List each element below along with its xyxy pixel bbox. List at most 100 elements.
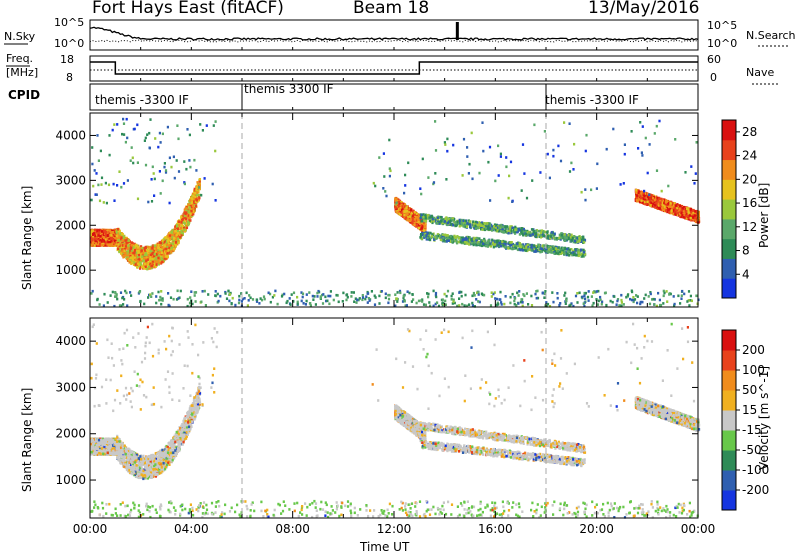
heatmap-cell: [182, 219, 186, 223]
heatmap-cell: [96, 233, 99, 237]
heatmap-cell: [147, 261, 150, 265]
heatmap-cell: [151, 248, 154, 251]
heatmap-cell: [134, 254, 137, 257]
heatmap-cell: [183, 214, 186, 218]
heatmap-cell: [139, 253, 142, 257]
heatmap-cell: [198, 187, 201, 191]
heatmap-cell: [126, 259, 130, 262]
heatmap-cell: [192, 197, 195, 201]
heatmap-cell: [177, 237, 180, 241]
heatmap-cell: [171, 236, 174, 239]
heatmap-cell: [160, 254, 163, 258]
heatmap-cell: [128, 258, 132, 262]
heatmap-cell: [198, 196, 201, 200]
heatmap-cell: [146, 263, 149, 266]
heatmap-cell: [161, 245, 164, 249]
freq-label: Freq.: [6, 52, 34, 65]
heatmap-cell: [141, 246, 144, 250]
heatmap-cell: [174, 241, 177, 244]
heatmap-cell: [174, 244, 177, 247]
heatmap-cell: [91, 242, 95, 246]
heatmap-cell: [577, 254, 580, 258]
heatmap-cell: [137, 264, 140, 268]
heatmap-cell: [151, 255, 154, 258]
heatmap-cell: [409, 219, 412, 222]
heatmap-cell: [168, 242, 171, 246]
heatmap-cell: [130, 249, 133, 252]
heatmap-cell: [147, 265, 150, 268]
heatmap-cell: [186, 214, 189, 217]
heatmap-cell: [574, 253, 578, 257]
heatmap-cell: [94, 234, 97, 238]
heatmap-cell: [121, 244, 125, 247]
heatmap-cell: [161, 239, 164, 242]
heatmap-cell: [147, 256, 150, 259]
heatmap-cell: [198, 178, 201, 181]
heatmap-cell: [126, 241, 129, 244]
heatmap-cell: [122, 235, 126, 238]
heatmap-cell: [192, 210, 195, 213]
station-title: Fort Hays East (fitACF): [92, 0, 284, 18]
heatmap-cell: [136, 260, 139, 263]
heatmap-cell: [159, 246, 163, 249]
heatmap-cell: [134, 263, 137, 266]
heatmap-cell: [411, 221, 414, 225]
heatmap-cell: [196, 184, 199, 187]
heatmap-cell: [157, 246, 160, 249]
heatmap-cell: [174, 225, 177, 228]
heatmap-cell: [110, 236, 113, 240]
nsearch-label: N.Search: [746, 29, 796, 42]
heatmap-cell: [152, 265, 155, 268]
heatmap-cell: [406, 213, 409, 216]
heatmap-cell: [139, 259, 142, 263]
heatmap-cell: [127, 239, 130, 242]
heatmap-cell: [92, 233, 95, 237]
heatmap-cell: [164, 243, 167, 247]
heatmap-cell: [189, 204, 192, 208]
heatmap-cell: [184, 227, 187, 231]
heatmap-cell: [180, 215, 183, 218]
heatmap-cell: [109, 231, 112, 234]
heatmap-cell: [120, 243, 123, 247]
heatmap-cell: [93, 232, 96, 235]
heatmap-cell: [406, 218, 409, 222]
heatmap-cell: [195, 188, 198, 192]
heatmap-cell: [155, 263, 158, 266]
heatmap-cell: [158, 261, 161, 264]
heatmap-cell: [102, 236, 106, 240]
heatmap-cell: [165, 236, 169, 240]
heatmap-cell: [189, 212, 192, 216]
heatmap-cell: [198, 193, 201, 197]
heatmap-cell: [90, 230, 93, 233]
heatmap-cell: [174, 230, 177, 233]
heatmap-cell: [130, 246, 133, 249]
nsky-tick-bottom: 10^0: [54, 37, 85, 50]
heatmap-cell: [97, 234, 100, 237]
heatmap-cell: [108, 229, 111, 233]
heatmap-cell: [121, 239, 124, 242]
heatmap-cell: [151, 262, 155, 266]
heatmap-cell: [122, 236, 125, 240]
heatmap-cell: [153, 252, 156, 256]
heatmap-cell: [127, 244, 130, 247]
heatmap-cell: [151, 258, 154, 261]
heatmap-cell: [162, 243, 165, 246]
heatmap-cell: [147, 253, 151, 256]
heatmap-cell: [130, 256, 133, 259]
heatmap-cell: [113, 241, 116, 244]
heatmap-cell: [167, 233, 170, 236]
heatmap-cell: [403, 213, 406, 217]
heatmap-cell: [141, 265, 144, 269]
heatmap-cell: [170, 246, 173, 249]
heatmap-cell: [415, 216, 419, 219]
nsearch-line: [89, 39, 699, 43]
heatmap-cell: [187, 222, 190, 225]
nsky-tick-top: 10^5: [54, 16, 85, 29]
heatmap-cell: [126, 254, 129, 258]
heatmap-cell: [198, 184, 201, 188]
heatmap-cell: [140, 257, 143, 260]
heatmap-cell: [140, 249, 143, 252]
heatmap-cell: [145, 259, 148, 263]
heatmap-cell: [112, 232, 115, 236]
heatmap-cell: [148, 259, 151, 262]
